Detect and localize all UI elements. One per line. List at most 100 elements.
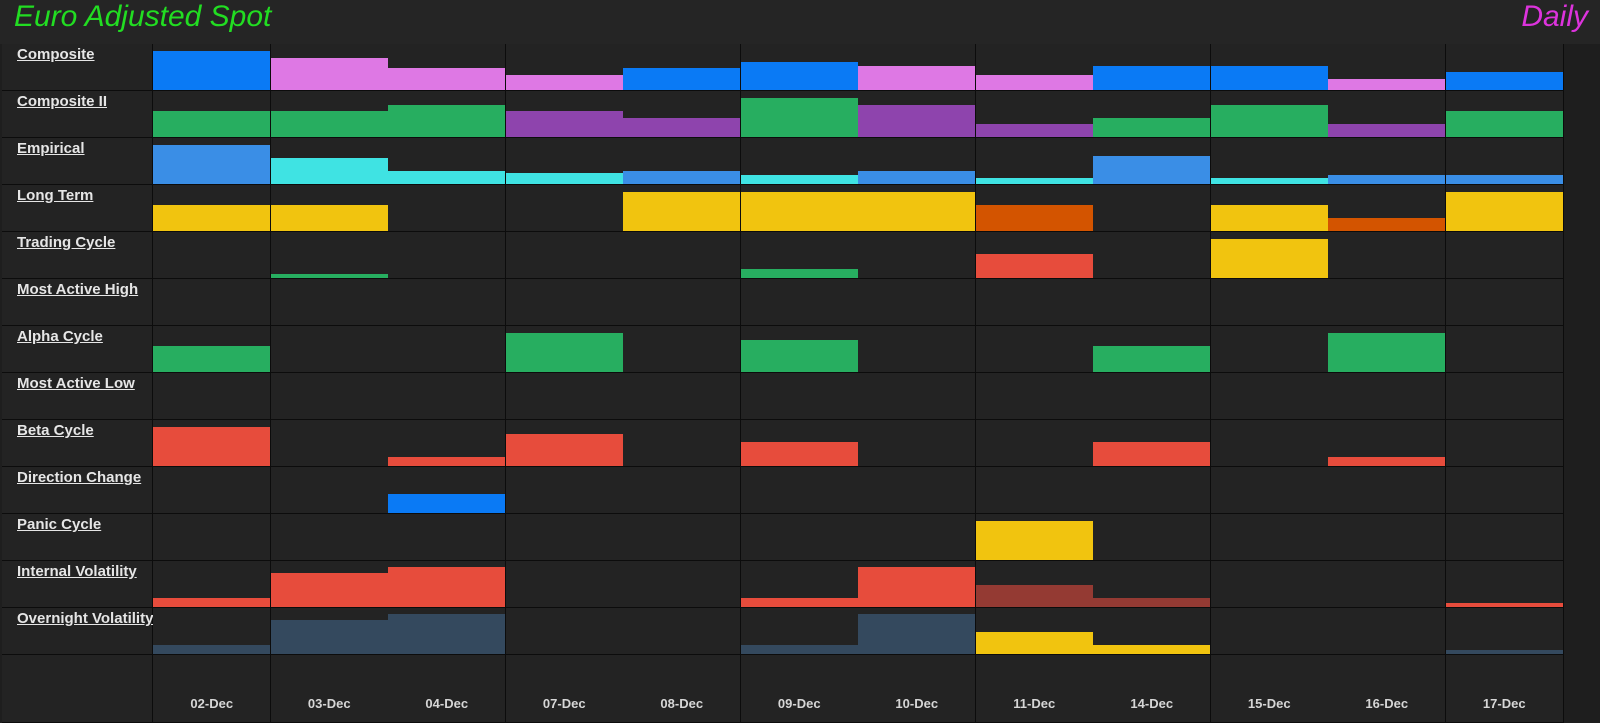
timeframe-label: Daily [1521,0,1588,33]
heatmap-cell [1328,232,1446,279]
heatmap-bar [505,173,623,184]
heatmap-bar [505,333,623,372]
heatmap-cell [858,44,976,91]
heatmap-cell [1328,138,1446,185]
heatmap-cell [1445,185,1564,232]
heatmap-bar [1210,66,1328,90]
heatmap-cell [1445,91,1564,138]
axis-cell [1328,655,1446,723]
row-label-alpha-cycle: Alpha Cycle [17,328,103,345]
x-tick-label: 11-Dec [1013,696,1056,711]
heatmap-cell [388,185,506,232]
heatmap-cell [1093,185,1211,232]
heatmap-cell [1093,514,1211,561]
heatmap-bar [740,192,858,231]
heatmap-bar [740,62,858,90]
heatmap-cell [1328,44,1446,91]
heatmap-cell [1445,138,1564,185]
row-label-cell [2,514,153,561]
heatmap-cell [270,185,389,232]
heatmap-cell [1328,185,1446,232]
heatmap-bar [388,105,505,137]
heatmap-bar [1445,603,1563,607]
heatmap-bar [740,442,858,466]
heatmap-bar [975,75,1093,90]
heatmap-cell [623,138,741,185]
heatmap-cell [623,326,741,373]
heatmap-cell [505,232,624,279]
heatmap-cell [858,91,976,138]
heatmap-cell [153,185,271,232]
heatmap-cell [388,608,506,655]
row-label-cell [2,467,153,514]
row-label-trading-cycle: Trading Cycle [17,234,116,251]
heatmap-bar [740,175,858,184]
heatmap-cell [1328,279,1446,326]
heatmap-cell [858,185,976,232]
row-label-cell [2,91,153,138]
heatmap-cell [975,326,1094,373]
row-label-cell [2,138,153,185]
heatmap-cell [858,373,976,420]
row-label-cell [2,279,153,326]
heatmap-bar [1210,239,1328,278]
heatmap-cell [858,420,976,467]
heatmap-cell [1445,420,1564,467]
heatmap-cell [740,232,859,279]
heatmap-bar [740,645,858,654]
heatmap-cell [623,467,741,514]
x-tick-label: 04-Dec [425,696,469,711]
heatmap-cell [1445,514,1564,561]
heatmap-cell [153,279,271,326]
row-label-panic-cycle: Panic Cycle [17,516,102,533]
heatmap-cell [505,420,624,467]
heatmap-cell [1328,561,1446,608]
heatmap-bar [153,51,270,90]
row-label-cell [2,44,153,91]
axis-cell [270,655,389,723]
heatmap-bar [1445,72,1563,90]
heatmap-cell [1210,467,1329,514]
axis-cell [153,655,271,723]
heatmap-cell [1210,138,1329,185]
heatmap-cell [505,373,624,420]
heatmap-bar [975,521,1093,560]
heatmap-bar [388,567,505,607]
heatmap-cell [1093,91,1211,138]
heatmap-bar [740,598,858,607]
heatmap-cell [975,138,1094,185]
x-tick-label: 17-Dec [1482,696,1526,711]
chart-header: Euro Adjusted Spot Daily [0,0,1600,44]
heatmap-cell [975,467,1094,514]
heatmap-bar [1445,111,1563,137]
heatmap-cell [153,467,271,514]
row-label-most-active-low: Most Active Low [17,375,135,392]
heatmap-cell [1328,373,1446,420]
heatmap-cell [975,514,1094,561]
heatmap-bar [1093,156,1210,184]
heatmap-cell [1445,44,1564,91]
row-label-composite-ii: Composite II [17,93,108,110]
heatmap-cell [1210,232,1329,279]
heatmap-cell [975,232,1094,279]
heatmap-bar [153,645,270,654]
heatmap-bar [270,274,388,278]
row-label-cell [2,608,153,655]
heatmap-cell [1445,608,1564,655]
row-label-most-active-high: Most Active High [17,281,139,298]
row-label-cell [2,561,153,608]
heatmap-bar [388,457,505,466]
heatmap-cell [505,514,624,561]
heatmap-cell [505,326,624,373]
heatmap-cell [740,185,859,232]
heatmap-cell [270,91,389,138]
x-tick-label: 02-Dec [190,696,234,711]
heatmap-cell [153,326,271,373]
heatmap-cell [505,44,624,91]
heatmap-cell [505,185,624,232]
heatmap-bar [1445,192,1563,231]
heatmap-bar [975,124,1093,137]
heatmap-bar [623,171,740,184]
heatmap-bar [740,98,858,137]
heatmap-bar [1328,457,1445,466]
